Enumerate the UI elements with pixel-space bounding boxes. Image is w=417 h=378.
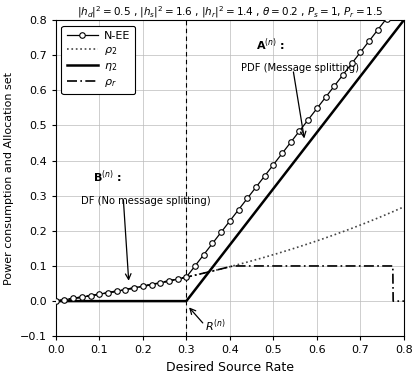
Text: $R^{(n)}$: $R^{(n)}$	[205, 317, 226, 334]
Text: $\mathbf{B}^{(n)}$ :: $\mathbf{B}^{(n)}$ :	[93, 169, 122, 185]
Text: PDF (Message splitting): PDF (Message splitting)	[241, 63, 359, 73]
Text: DF (No message splitting): DF (No message splitting)	[81, 197, 211, 206]
Title: $|h_d|^2 = 0.5$ , $|h_s|^2 = 1.6$ , $|h_r|^2 = 1.4$ , $\theta = 0.2$ , $P_s = 1$: $|h_d|^2 = 0.5$ , $|h_s|^2 = 1.6$ , $|h_…	[77, 4, 383, 20]
X-axis label: Desired Source Rate: Desired Source Rate	[166, 361, 294, 374]
Text: $\mathbf{A}^{(n)}$ :: $\mathbf{A}^{(n)}$ :	[256, 37, 285, 53]
Legend: N-EE, $\rho_2$, $\eta_2$, $\rho_r$: N-EE, $\rho_2$, $\eta_2$, $\rho_r$	[61, 26, 136, 94]
Y-axis label: Power consumption and Allocation set: Power consumption and Allocation set	[4, 71, 14, 285]
